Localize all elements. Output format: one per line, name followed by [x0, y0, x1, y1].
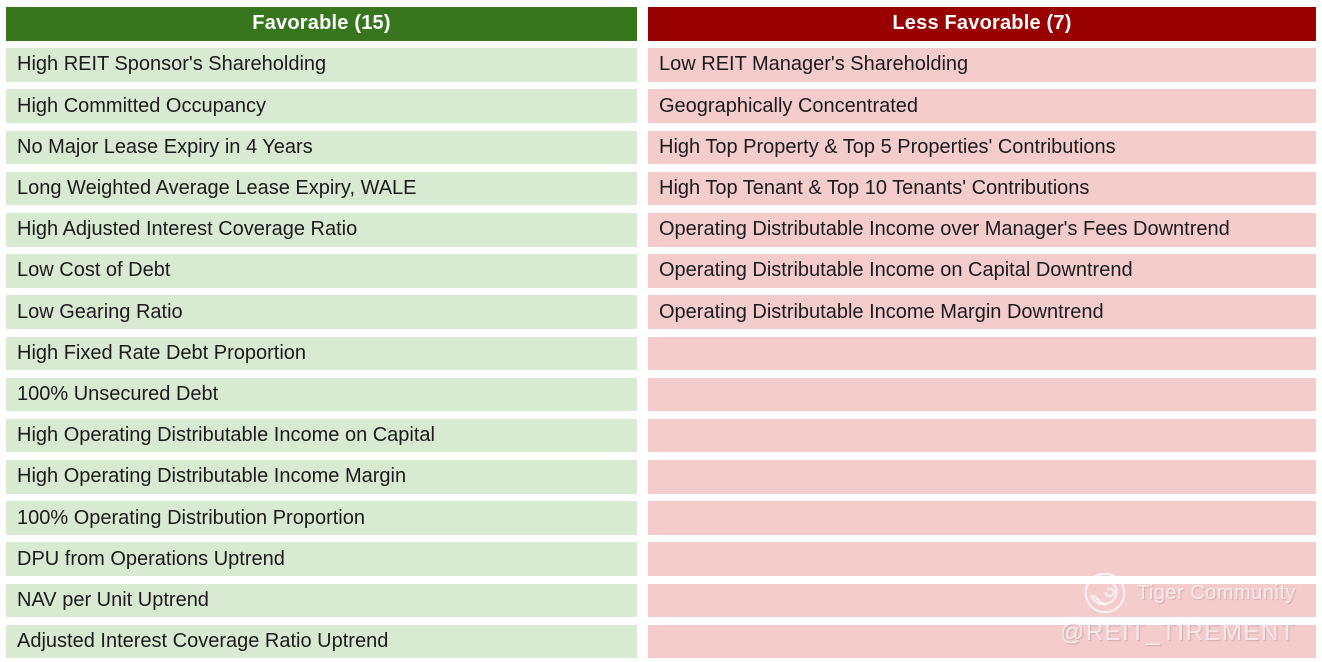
table-row: DPU from Operations Uptrend	[6, 542, 637, 577]
less-favorable-header: Less Favorable (7)	[648, 7, 1316, 41]
table-row	[648, 418, 1316, 453]
table-row: Low Gearing Ratio	[6, 295, 637, 329]
table-row: High Adjusted Interest Coverage Ratio	[6, 212, 637, 247]
table-row: 100% Operating Distribution Proportion	[6, 501, 637, 535]
table-row: Low Cost of Debt	[6, 254, 637, 288]
table-row	[648, 624, 1316, 659]
table-row: 100% Unsecured Debt	[6, 377, 637, 412]
favorable-header: Favorable (15)	[6, 7, 637, 41]
table-row: Operating Distributable Income Margin Do…	[648, 295, 1316, 329]
table-row	[648, 542, 1316, 577]
favorable-rows: High REIT Sponsor's Shareholding High Com…	[6, 48, 637, 659]
table-row: Operating Distributable Income on Capita…	[648, 254, 1316, 288]
table-row	[648, 336, 1316, 371]
table-row	[648, 501, 1316, 535]
table-row	[648, 583, 1316, 618]
table-row: NAV per Unit Uptrend	[6, 583, 637, 618]
table-row: High REIT Sponsor's Shareholding	[6, 48, 637, 82]
table-row: Low REIT Manager's Shareholding	[648, 48, 1316, 82]
table-row: High Operating Distributable Income Marg…	[6, 460, 637, 494]
table-row: No Major Lease Expiry in 4 Years	[6, 130, 637, 165]
less-favorable-column: Less Favorable (7) Low REIT Manager's Sh…	[648, 7, 1316, 659]
table-row: High Top Property & Top 5 Properties' Co…	[648, 130, 1316, 165]
table-row: Adjusted Interest Coverage Ratio Uptrend	[6, 624, 637, 659]
less-favorable-rows: Low REIT Manager's Shareholding Geographi…	[648, 48, 1316, 659]
table-row: Long Weighted Average Lease Expiry, WALE	[6, 171, 637, 206]
table-row: High Fixed Rate Debt Proportion	[6, 336, 637, 371]
table-row: High Committed Occupancy	[6, 89, 637, 123]
table-row: High Top Tenant & Top 10 Tenants' Contri…	[648, 171, 1316, 206]
table-row	[648, 377, 1316, 412]
comparison-table: Favorable (15) High REIT Sponsor's Share…	[6, 7, 1316, 659]
favorable-column: Favorable (15) High REIT Sponsor's Share…	[6, 7, 637, 659]
table-row	[648, 460, 1316, 494]
table-row: High Operating Distributable Income on C…	[6, 418, 637, 453]
table-row: Operating Distributable Income over Mana…	[648, 212, 1316, 247]
table-row: Geographically Concentrated	[648, 89, 1316, 123]
